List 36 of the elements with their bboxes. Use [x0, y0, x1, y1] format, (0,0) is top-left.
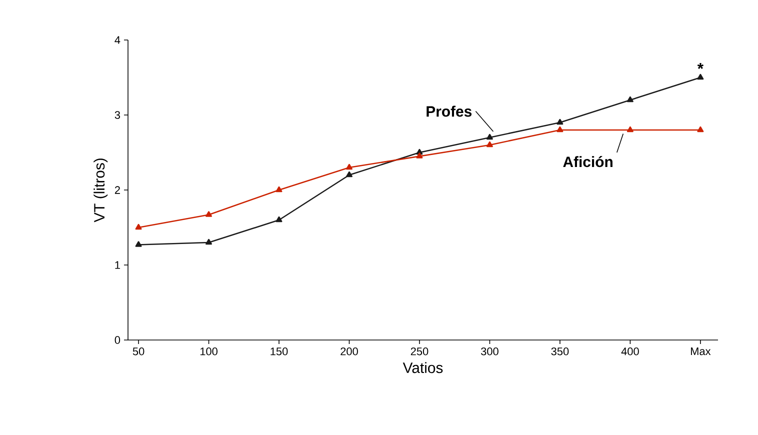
y-tick-label: 2	[114, 186, 120, 194]
x-tick-label: 50	[132, 348, 144, 356]
series-label: Profes	[426, 106, 472, 117]
point	[556, 126, 564, 132]
point	[135, 224, 142, 230]
point	[697, 126, 704, 132]
x-tick-label: 300	[481, 348, 498, 356]
point	[206, 211, 212, 217]
point	[697, 74, 704, 80]
point	[626, 96, 634, 102]
x-axis-title: Vatios	[402, 362, 443, 374]
x-tick-label: 200	[340, 348, 358, 356]
point	[556, 118, 564, 125]
x-tick-label: 150	[270, 348, 288, 356]
point	[626, 126, 634, 132]
y-tick-label: 1	[115, 261, 120, 269]
point	[346, 171, 352, 178]
y-tick-label: 3	[114, 111, 120, 119]
point	[346, 164, 352, 170]
point	[486, 134, 493, 140]
x-tick-label: 400	[621, 348, 639, 356]
x-tick-label: 100	[200, 348, 218, 356]
point	[416, 152, 423, 158]
point	[486, 141, 493, 148]
series-label: Afición	[563, 156, 612, 168]
y-axis-title: VT (litros)	[94, 158, 108, 222]
x-tick-label: Max	[690, 348, 711, 356]
point	[276, 186, 282, 192]
point	[206, 238, 212, 245]
point	[276, 216, 282, 222]
y-tick-label: 4	[114, 36, 120, 44]
x-tick-label: 350	[551, 348, 569, 356]
x-tick-label: 250	[410, 348, 428, 356]
point	[135, 241, 142, 247]
y-tick-label: 0	[114, 336, 120, 344]
annotation: *	[697, 63, 704, 69]
